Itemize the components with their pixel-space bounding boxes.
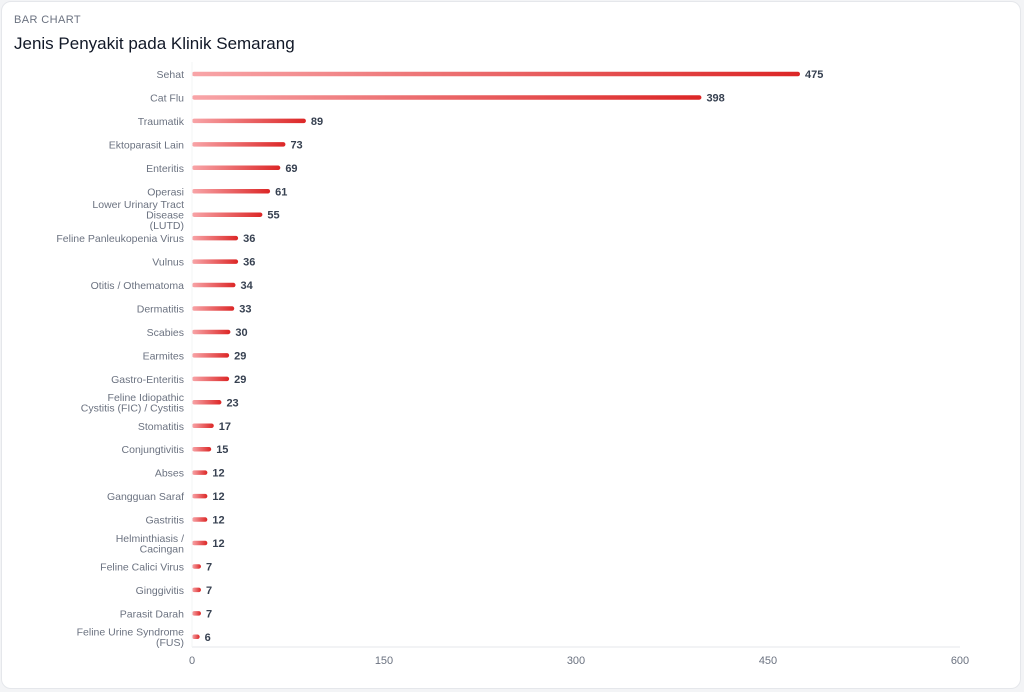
category-label: Ginggivitis bbox=[136, 585, 184, 597]
bar[interactable] bbox=[192, 142, 286, 147]
bar[interactable] bbox=[192, 493, 208, 499]
x-tick-label: 450 bbox=[759, 655, 777, 667]
bar-value-label: 34 bbox=[241, 280, 254, 292]
category-label: Vulnus bbox=[152, 257, 184, 269]
category-label: Otitis / Othematoma bbox=[91, 280, 185, 292]
bar[interactable] bbox=[192, 165, 281, 171]
category-label: Gastro-Enteritis bbox=[111, 374, 184, 386]
category-label: Feline Urine Syndrome (FUS) bbox=[77, 627, 185, 650]
category-label: Feline Idiopathic Cystitis (FIC) / Cystit… bbox=[81, 392, 184, 415]
bar-value-label: 36 bbox=[243, 233, 255, 245]
category-label: Abses bbox=[155, 468, 184, 480]
bar-value-label: 23 bbox=[226, 397, 238, 409]
bar[interactable] bbox=[192, 634, 200, 640]
category-label: Gangguan Saraf bbox=[107, 491, 184, 503]
bar[interactable] bbox=[192, 470, 208, 475]
bar[interactable] bbox=[192, 517, 208, 522]
bar-value-label: 55 bbox=[267, 210, 279, 222]
bar-value-label: 61 bbox=[275, 186, 287, 198]
x-tick-label: 0 bbox=[189, 655, 195, 667]
category-label: Conjungtivitis bbox=[122, 444, 184, 456]
bar-value-label: 17 bbox=[219, 421, 231, 433]
bar-value-label: 12 bbox=[212, 538, 224, 550]
bar[interactable] bbox=[192, 540, 208, 546]
bar[interactable] bbox=[192, 564, 201, 569]
category-label: Enteritis bbox=[146, 163, 184, 175]
category-label: Feline Panleukopenia Virus bbox=[56, 233, 184, 245]
bar[interactable] bbox=[192, 400, 222, 405]
chart-title: Jenis Penyakit pada Klinik Semarang bbox=[14, 34, 295, 53]
bar-value-label: 7 bbox=[206, 585, 212, 597]
category-label: Operasi bbox=[147, 186, 184, 198]
category-label: Feline Calici Virus bbox=[100, 561, 184, 573]
bar[interactable] bbox=[192, 282, 236, 288]
bar-value-label: 12 bbox=[212, 515, 224, 527]
x-tick-label: 150 bbox=[375, 655, 393, 667]
category-label: Gastritis bbox=[145, 515, 184, 527]
bar[interactable] bbox=[192, 329, 231, 335]
bar-value-label: 69 bbox=[285, 163, 297, 175]
bar-value-label: 29 bbox=[234, 374, 246, 386]
bar-value-label: 6 bbox=[205, 632, 211, 644]
bar-value-label: 30 bbox=[235, 327, 247, 339]
bar-value-label: 12 bbox=[212, 468, 224, 480]
bar[interactable] bbox=[192, 376, 230, 382]
x-tick-label: 600 bbox=[951, 655, 969, 667]
bar-value-label: 89 bbox=[311, 116, 323, 128]
category-label: Ektoparasit Lain bbox=[109, 139, 184, 151]
bar[interactable] bbox=[192, 446, 212, 452]
x-tick-label: 300 bbox=[567, 655, 585, 667]
bar[interactable] bbox=[192, 306, 235, 311]
bar[interactable] bbox=[192, 259, 239, 264]
bar-value-label: 29 bbox=[234, 350, 246, 362]
category-label: Earmites bbox=[143, 350, 184, 362]
bar-value-label: 36 bbox=[243, 257, 255, 269]
bar-value-label: 7 bbox=[206, 608, 212, 620]
bar[interactable] bbox=[192, 353, 230, 358]
bar-value-label: 475 bbox=[805, 69, 823, 81]
bar[interactable] bbox=[192, 189, 271, 194]
bar-value-label: 7 bbox=[206, 561, 212, 573]
bar[interactable] bbox=[192, 587, 201, 593]
bar[interactable] bbox=[192, 212, 263, 217]
bar[interactable] bbox=[192, 423, 214, 429]
category-label: Parasit Darah bbox=[120, 608, 184, 620]
chart-kicker: BAR CHART bbox=[14, 14, 81, 26]
bar[interactable] bbox=[192, 71, 800, 77]
category-label: Cat Flu bbox=[150, 92, 184, 104]
category-label: Stomatitis bbox=[138, 421, 184, 433]
category-label: Scabies bbox=[147, 327, 184, 339]
category-label: Traumatik bbox=[138, 116, 185, 128]
bar-value-label: 15 bbox=[216, 444, 228, 456]
bar[interactable] bbox=[192, 118, 306, 124]
bar-value-label: 73 bbox=[290, 139, 302, 151]
bar-value-label: 12 bbox=[212, 491, 224, 503]
bar-value-label: 33 bbox=[239, 304, 251, 316]
bar[interactable] bbox=[192, 235, 239, 241]
category-label: Lower Urinary Tract Disease (LUTD) bbox=[92, 199, 184, 232]
bar[interactable] bbox=[192, 95, 702, 100]
category-label: Dermatitis bbox=[137, 304, 184, 316]
category-label: Sehat bbox=[157, 69, 185, 81]
bar[interactable] bbox=[192, 611, 201, 616]
category-label: Helminthiasis / Cacingan bbox=[116, 533, 184, 556]
bar-value-label: 398 bbox=[706, 92, 724, 104]
